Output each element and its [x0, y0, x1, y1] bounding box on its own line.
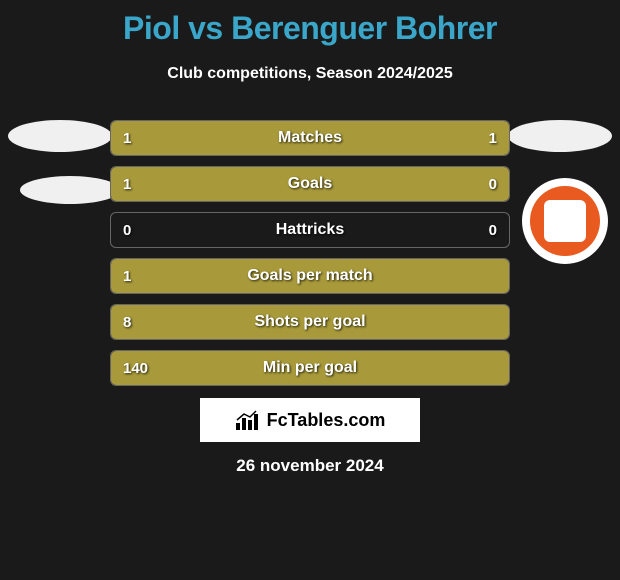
chart-icon	[235, 410, 261, 430]
lion-icon	[544, 200, 586, 242]
stat-row: 1Goals0	[110, 166, 510, 202]
stat-label: Goals per match	[111, 259, 509, 293]
stat-label: Hattricks	[111, 213, 509, 247]
fctables-logo: FcTables.com	[200, 398, 420, 442]
stat-label: Goals	[111, 167, 509, 201]
subtitle: Club competitions, Season 2024/2025	[0, 65, 620, 83]
page-title: Piol vs Berenguer Bohrer	[0, 0, 620, 47]
stat-row: 140Min per goal	[110, 350, 510, 386]
date-label: 26 november 2024	[0, 456, 620, 476]
stat-label: Shots per goal	[111, 305, 509, 339]
stat-right-value: 0	[489, 213, 497, 247]
logo-text: FcTables.com	[267, 410, 386, 431]
stat-label: Matches	[111, 121, 509, 155]
brisbane-roar-badge-icon	[530, 186, 600, 256]
stat-row: 1Matches1	[110, 120, 510, 156]
stat-row: 0Hattricks0	[110, 212, 510, 248]
comparison-bars: 1Matches11Goals00Hattricks01Goals per ma…	[110, 120, 510, 396]
stat-row: 8Shots per goal	[110, 304, 510, 340]
stat-row: 1Goals per match	[110, 258, 510, 294]
team-right-badge	[522, 178, 608, 264]
player-right-avatar-placeholder	[508, 120, 612, 152]
player-left-avatar-placeholder	[8, 120, 112, 152]
team-left-badge-placeholder	[20, 176, 120, 204]
stat-right-value: 1	[489, 121, 497, 155]
stat-label: Min per goal	[111, 351, 509, 385]
stat-right-value: 0	[489, 167, 497, 201]
